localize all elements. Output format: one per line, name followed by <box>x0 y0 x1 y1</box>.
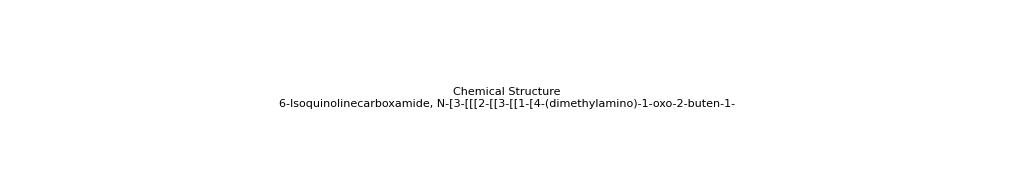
Text: Chemical Structure
6-Isoquinolinecarboxamide, N-[3-[[[2-[[3-[[1-[4-(dimethylamin: Chemical Structure 6-Isoquinolinecarboxa… <box>279 87 735 109</box>
